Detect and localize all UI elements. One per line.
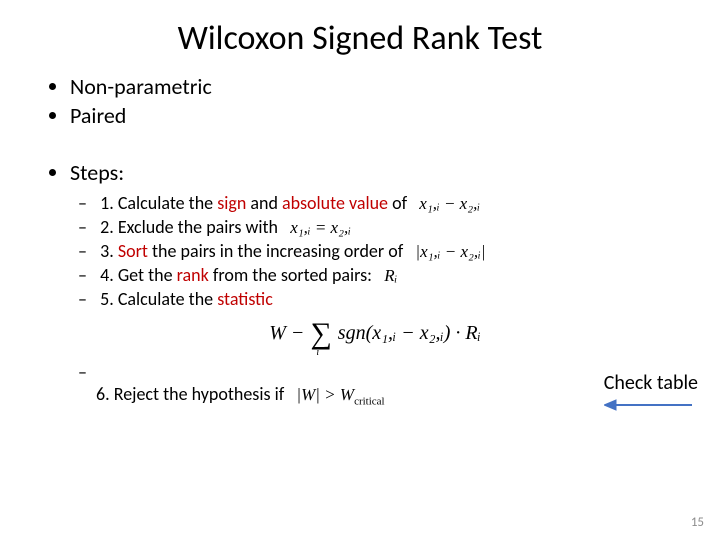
slide-title: Wilcoxon Signed Rank Test: [40, 18, 680, 59]
step-4: 4. Get the rank from the sorted pairs: R…: [96, 264, 680, 286]
steps-bullet-wrap: Steps: 1. Calculate the sign and absolut…: [50, 159, 680, 407]
step6-math-main: |W| > W: [296, 385, 354, 404]
step6-text: 6. Reject the hypothesis if: [96, 383, 284, 405]
slide: Wilcoxon Signed Rank Test Non-parametric…: [0, 0, 720, 540]
formula-rhs: sgn(x₁,ᵢ − x₂,ᵢ) · Rᵢ: [338, 322, 481, 345]
statistic-formula: W − ∑i sgn(x₁,ᵢ − x₂,ᵢ) · Rᵢ: [269, 320, 481, 347]
step1-text-c: of: [388, 192, 407, 214]
step3-text-b: the pairs in the increasing order of: [148, 240, 403, 262]
step5-text-a: 5. Calculate the: [100, 288, 217, 310]
step4-red: rank: [177, 264, 209, 286]
step4-math: Rᵢ: [384, 266, 397, 285]
formula-row: W − ∑i sgn(x₁,ᵢ − x₂,ᵢ) · Rᵢ: [70, 318, 680, 347]
step1-text-a: 1. Calculate the: [100, 192, 217, 214]
step3-text-a: 3.: [100, 240, 118, 262]
steps-list: 1. Calculate the sign and absolute value…: [70, 192, 680, 310]
bullet-paired: Paired: [70, 102, 680, 129]
formula-lhs: W −: [269, 322, 304, 345]
step3-red: Sort: [118, 240, 148, 262]
step2-text: 2. Exclude the pairs with: [100, 216, 278, 238]
page-number: 15: [691, 515, 704, 530]
step2-math: x₁,ᵢ = x₂,ᵢ: [290, 218, 351, 237]
step3-math: |x₁,ᵢ − x₂,ᵢ|: [415, 242, 485, 261]
bullet-nonparametric: Non-parametric: [70, 73, 680, 100]
step1-math: x₁,ᵢ − x₂,ᵢ: [419, 194, 480, 213]
spacer: [40, 131, 680, 159]
step4-text-b: from the sorted pairs:: [209, 264, 372, 286]
step1-red-abs: absolute value: [282, 192, 388, 214]
step-2: 2. Exclude the pairs with x₁,ᵢ = x₂,ᵢ: [96, 216, 680, 238]
step-3: 3. Sort the pairs in the increasing orde…: [96, 240, 680, 262]
arrow-icon: [604, 395, 694, 415]
summation-icon: ∑i: [310, 320, 331, 347]
step-5: 5. Calculate the statistic: [96, 288, 680, 310]
step1-text-b: and: [246, 192, 282, 214]
step6-row: 6. Reject the hypothesis if |W| > Wcriti…: [96, 383, 680, 407]
step5-red: statistic: [217, 288, 273, 310]
bullet-steps: Steps: 1. Calculate the sign and absolut…: [70, 159, 680, 407]
step-6: 6. Reject the hypothesis if |W| > Wcriti…: [96, 361, 680, 407]
sum-index: i: [316, 348, 319, 357]
check-table-label: Check table: [604, 371, 698, 395]
step6-math: |W| > Wcritical: [296, 385, 384, 404]
step-1: 1. Calculate the sign and absolute value…: [96, 192, 680, 214]
step1-red-sign: sign: [217, 192, 246, 214]
steps-label: Steps:: [70, 159, 124, 186]
step4-text-a: 4. Get the: [100, 264, 177, 286]
check-table-block: Check table: [604, 371, 698, 420]
steps-list-2: 6. Reject the hypothesis if |W| > Wcriti…: [70, 361, 680, 407]
top-bullets: Non-parametric Paired: [50, 73, 680, 129]
step6-math-sub: critical: [354, 395, 385, 407]
